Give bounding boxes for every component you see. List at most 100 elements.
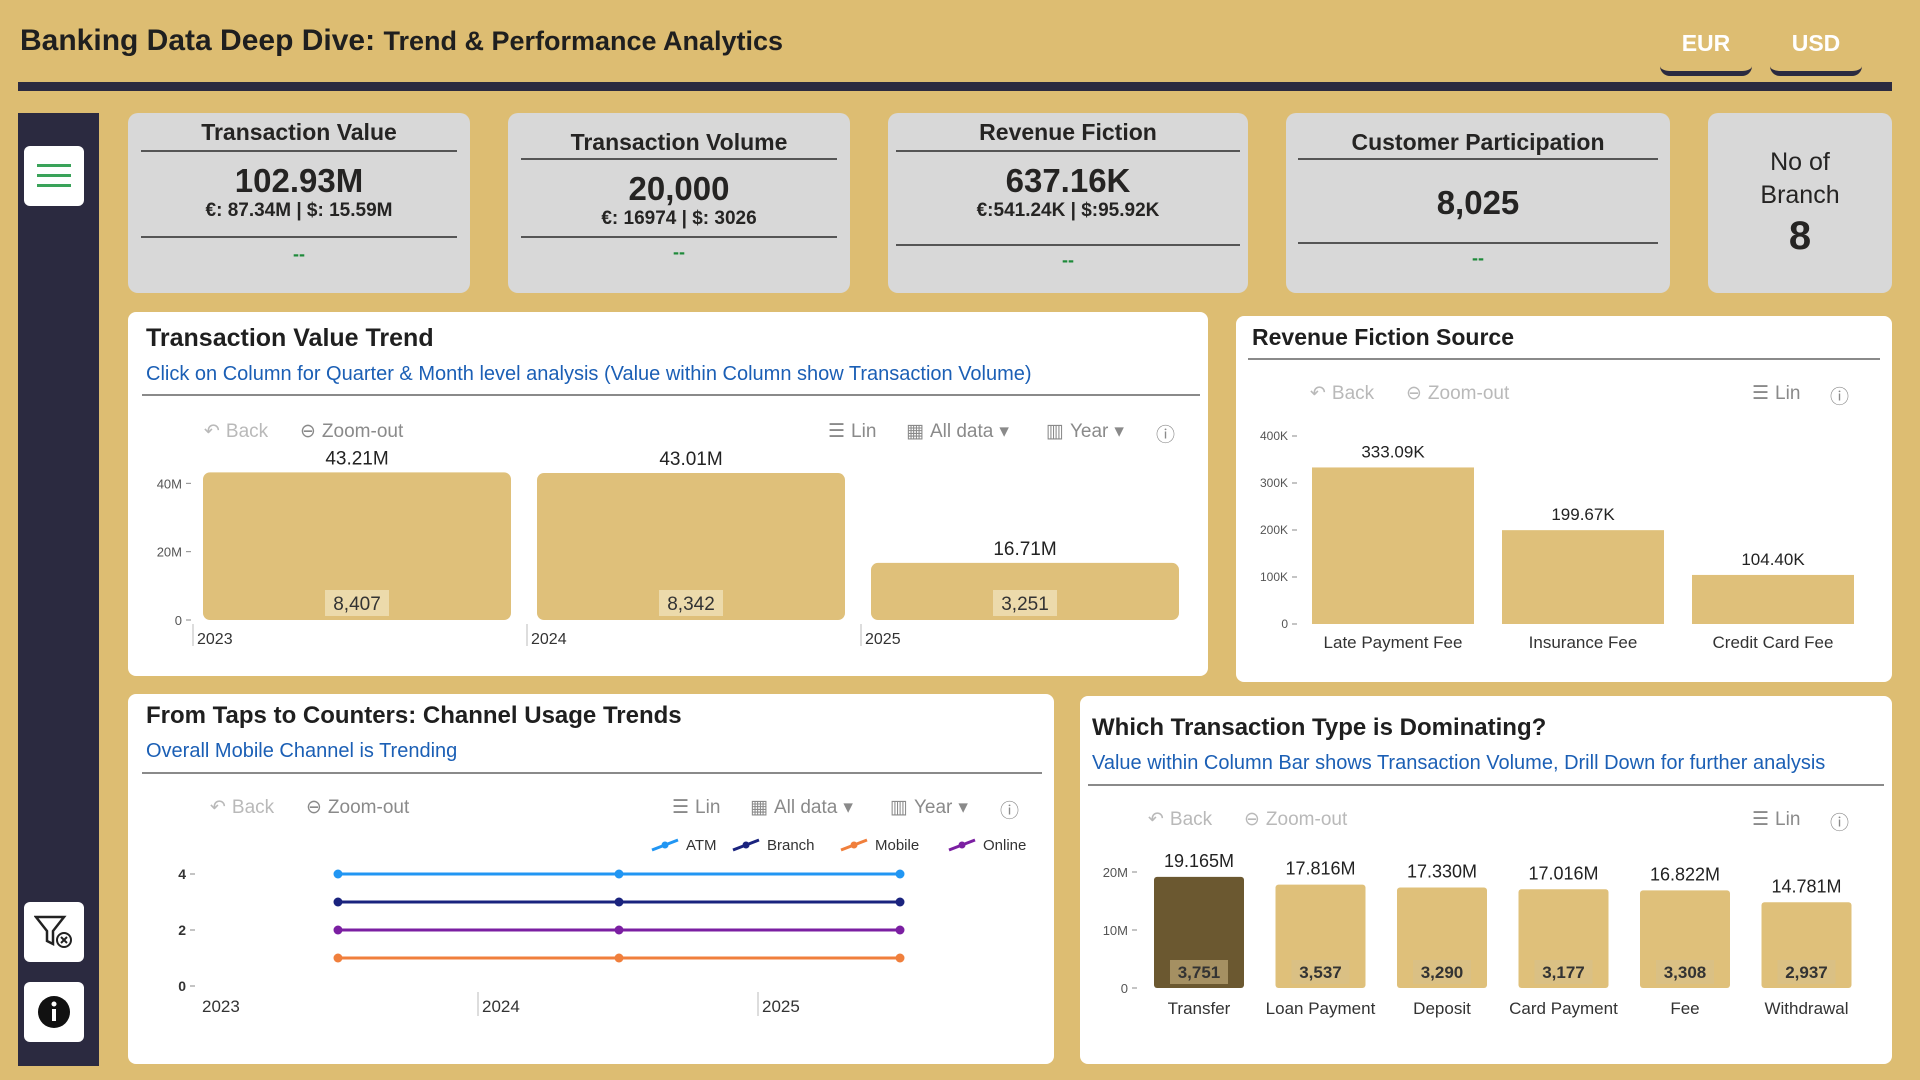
- calendar-icon: ▦: [750, 797, 768, 818]
- filter-clear-icon: [34, 915, 72, 948]
- data-point: [614, 869, 624, 879]
- help-button[interactable]: ⓘ: [1830, 808, 1849, 835]
- list-icon: ☰: [672, 797, 690, 818]
- lin-button[interactable]: ☰ Lin: [1752, 382, 1801, 405]
- x-tick-label: 2025: [865, 631, 901, 648]
- kpi-rule: [141, 236, 457, 238]
- x-tick-label: 2023: [202, 997, 240, 1016]
- zoom-out-icon: ⊖: [1244, 809, 1260, 830]
- kpi-sub: €:541.24K | $:95.92K: [976, 200, 1160, 221]
- legend-marker: [661, 841, 669, 849]
- chevron-down-icon: ▾: [999, 421, 1009, 442]
- data-point: [895, 953, 905, 963]
- panel-title: From Taps to Counters: Channel Usage Tre…: [146, 702, 682, 729]
- back-button[interactable]: ↶ Back: [1310, 382, 1375, 405]
- x-tick-label: Deposit: [1413, 999, 1471, 1018]
- inner-label-bg: [325, 590, 389, 616]
- data-point: [333, 925, 343, 935]
- help-button[interactable]: ⓘ: [1830, 382, 1849, 409]
- bar-value-label: 16.822M: [1650, 864, 1720, 884]
- bar: [1692, 574, 1854, 624]
- y-tick-label: 0: [1281, 617, 1288, 631]
- menu-button[interactable]: [24, 146, 84, 206]
- x-tick-label: Insurance Fee: [1529, 633, 1638, 652]
- help-button[interactable]: ⓘ: [1156, 420, 1175, 447]
- kpi-title-line2: Branch: [1760, 180, 1840, 209]
- legend-marker: [850, 841, 858, 849]
- kpi-transaction-value: Transaction Value 102.93M €: 87.34M | $:…: [128, 113, 470, 293]
- y-tick-label: 200K: [1260, 523, 1288, 537]
- panel-title: Revenue Fiction Source: [1252, 324, 1515, 350]
- bar-value-label: 16.71M: [993, 539, 1056, 560]
- all-data-dropdown[interactable]: ▦ All data ▾: [750, 796, 853, 819]
- back-button[interactable]: ↶ Back: [204, 420, 269, 443]
- panel-subtitle: Value within Column Bar shows Transactio…: [1092, 752, 1826, 774]
- y-tick-label: 0: [175, 613, 182, 628]
- eur-button[interactable]: EUR: [1660, 22, 1752, 76]
- bar-inner-label: 3,251: [1001, 594, 1049, 615]
- kpi-value: 8,025: [1436, 184, 1520, 221]
- panel-rule: [1088, 784, 1884, 786]
- kpi-branches: No of Branch 8: [1708, 113, 1892, 293]
- y-tick-label: 300K: [1260, 476, 1288, 490]
- all-data-dropdown[interactable]: ▦ All data ▾: [906, 420, 1009, 443]
- x-tick-label: Late Payment Fee: [1324, 633, 1463, 652]
- rev-source-panel: Revenue Fiction Source ↶ Back ⊖ Zoom-out ☰…: [1236, 316, 1892, 682]
- zoom-out-button[interactable]: ⊖ Zoom-out: [1244, 808, 1348, 831]
- kpi-trend: --: [1062, 250, 1074, 270]
- zoom-out-button[interactable]: ⊖ Zoom-out: [1406, 382, 1510, 405]
- bar-value-label: 43.01M: [659, 449, 722, 470]
- zoom-out-button[interactable]: ⊖ Zoom-out: [300, 420, 404, 443]
- x-tick-label: Withdrawal: [1764, 999, 1848, 1018]
- channel-panel: From Taps to Counters: Channel Usage Tre…: [128, 694, 1054, 1064]
- zoom-out-icon: ⊖: [306, 797, 322, 818]
- data-point: [333, 953, 343, 963]
- back-button[interactable]: ↶ Back: [1148, 808, 1213, 831]
- undo-icon: ↶: [204, 421, 220, 442]
- kpi-title-line1: No of: [1770, 147, 1830, 176]
- data-point: [614, 897, 624, 907]
- tx-type-panel: Which Transaction Type is Dominating? Va…: [1080, 696, 1892, 1064]
- kpi-customer-participation: Customer Participation 8,025 --: [1286, 113, 1670, 293]
- back-button[interactable]: ↶ Back: [210, 796, 275, 819]
- lin-button[interactable]: ☰ Lin: [672, 796, 721, 819]
- chevron-down-icon: ▾: [843, 797, 853, 818]
- lin-button[interactable]: ☰ Lin: [1752, 808, 1801, 831]
- y-tick-label: 20M: [1103, 865, 1128, 880]
- x-tick-label: 2023: [197, 631, 233, 648]
- info-button[interactable]: [24, 982, 84, 1042]
- legend-label: Online: [983, 837, 1026, 854]
- bar: [203, 472, 511, 620]
- y-tick-label: 0: [178, 978, 186, 994]
- kpi-value: 637.16K: [1005, 162, 1131, 199]
- bar-inner-label: 2,937: [1785, 963, 1828, 982]
- kpi-value: 102.93M: [234, 162, 364, 199]
- inner-label-bg: [993, 590, 1057, 616]
- x-tick-label: Credit Card Fee: [1713, 633, 1834, 652]
- year-dropdown[interactable]: ▥ Year ▾: [890, 796, 968, 819]
- bar-chart-icon: ▥: [1046, 421, 1064, 442]
- panel-rule: [142, 394, 1200, 396]
- help-button[interactable]: ⓘ: [1000, 796, 1019, 823]
- zoom-out-button[interactable]: ⊖ Zoom-out: [306, 796, 410, 819]
- bar-value-label: 199.67K: [1551, 505, 1615, 524]
- lin-button[interactable]: ☰ Lin: [828, 420, 877, 443]
- kpi-trend: --: [293, 244, 305, 264]
- clear-filters-button[interactable]: [24, 902, 84, 962]
- legend-label: ATM: [686, 837, 717, 854]
- help-icon: ⓘ: [1000, 801, 1020, 822]
- x-tick-label: Transfer: [1168, 999, 1231, 1018]
- bar-value-label: 104.40K: [1741, 550, 1805, 569]
- kpi-transaction-volume: Transaction Volume 20,000 €: 16974 | $: …: [508, 113, 850, 293]
- data-point: [895, 869, 905, 879]
- page-title-sub: Trend & Performance Analytics: [383, 26, 784, 56]
- bar: [1502, 530, 1664, 624]
- usd-button[interactable]: USD: [1770, 22, 1862, 76]
- kpi-title: Revenue Fiction: [979, 119, 1157, 145]
- year-dropdown[interactable]: ▥ Year ▾: [1046, 420, 1124, 443]
- kpi-revenue-fiction: Revenue Fiction 637.16K €:541.24K | $:95…: [888, 113, 1248, 293]
- legend-marker: [958, 841, 966, 849]
- x-tick-label: 2024: [482, 997, 520, 1016]
- inner-label-bg: [659, 590, 723, 616]
- bar: [537, 473, 845, 620]
